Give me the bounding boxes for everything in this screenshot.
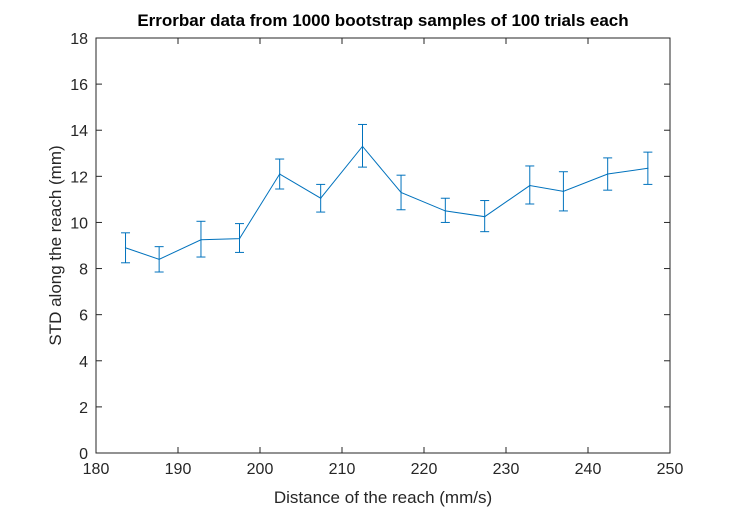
- y-tick-label: 4: [79, 354, 88, 371]
- ticks-layer: 180 190 200 210 220 230 240 250 0 2 4 6 8 10 12 14 16 18: [70, 31, 683, 478]
- y-tick-label: 6: [79, 308, 88, 325]
- x-tick-label: 210: [329, 461, 356, 478]
- y-tick-label: 10: [70, 215, 88, 232]
- data-point: [279, 173, 281, 175]
- x-tick-label: 190: [165, 461, 192, 478]
- x-axis-label: Distance of the reach (mm/s): [274, 488, 492, 507]
- data-point: [158, 258, 160, 260]
- data-layer: [121, 123, 653, 273]
- x-tick-label: 240: [575, 461, 602, 478]
- data-point: [238, 237, 241, 240]
- data-point: [607, 173, 609, 175]
- plot-area: [96, 38, 670, 453]
- x-tick-label: 250: [657, 461, 684, 478]
- data-point: [124, 247, 127, 249]
- data-point: [529, 184, 531, 187]
- x-tick-label: 180: [83, 461, 110, 478]
- data-point: [562, 190, 565, 192]
- chart-title: Errorbar data from 1000 bootstrap sample…: [137, 11, 628, 30]
- y-tick-label: 14: [70, 123, 88, 140]
- axes-box: [95, 37, 671, 454]
- data-point: [361, 145, 364, 147]
- data-point: [484, 216, 486, 218]
- x-tick-label: 230: [493, 461, 520, 478]
- y-tick-label: 18: [70, 31, 88, 48]
- y-tick-label: 12: [70, 169, 88, 186]
- data-point: [400, 191, 402, 194]
- data-point: [444, 210, 446, 212]
- data-point: [320, 197, 322, 199]
- y-tick-label: 2: [79, 400, 88, 417]
- data-point: [647, 167, 649, 169]
- y-tick-label: 0: [79, 446, 88, 463]
- data-point: [200, 239, 202, 241]
- y-tick-label: 8: [79, 262, 88, 279]
- y-axis-label: STD along the reach (mm): [46, 145, 65, 345]
- x-tick-label: 220: [411, 461, 438, 478]
- y-tick-label: 16: [70, 77, 88, 94]
- series-line: [125, 145, 648, 260]
- x-tick-label: 200: [247, 461, 274, 478]
